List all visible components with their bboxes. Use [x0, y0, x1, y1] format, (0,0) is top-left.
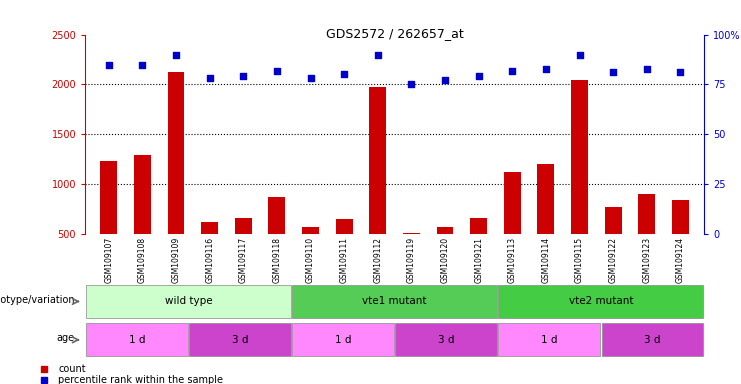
Point — [372, 51, 384, 58]
Point — [204, 75, 216, 81]
Text: GSM109114: GSM109114 — [542, 237, 551, 283]
Text: GSM109122: GSM109122 — [608, 237, 618, 283]
Bar — [100, 161, 117, 234]
Text: percentile rank within the sample: percentile rank within the sample — [59, 375, 223, 384]
Bar — [537, 164, 554, 234]
Bar — [336, 219, 353, 234]
Text: GSM109110: GSM109110 — [306, 237, 315, 283]
Bar — [504, 172, 521, 234]
Text: GSM109109: GSM109109 — [171, 237, 181, 283]
Text: 1 d: 1 d — [541, 335, 557, 345]
Text: GSM109115: GSM109115 — [575, 237, 584, 283]
FancyBboxPatch shape — [602, 323, 703, 356]
Bar — [202, 222, 218, 234]
Point — [405, 81, 417, 88]
Text: 1 d: 1 d — [128, 335, 145, 345]
Text: GSM109118: GSM109118 — [273, 237, 282, 283]
FancyBboxPatch shape — [499, 285, 703, 318]
Text: 1 d: 1 d — [335, 335, 351, 345]
Text: GSM109120: GSM109120 — [440, 237, 450, 283]
Text: GSM109108: GSM109108 — [138, 237, 147, 283]
Text: age: age — [57, 333, 75, 343]
Text: 3 d: 3 d — [644, 335, 661, 345]
Bar — [302, 227, 319, 234]
FancyBboxPatch shape — [292, 323, 394, 356]
Bar — [403, 233, 420, 234]
Text: GSM109113: GSM109113 — [508, 237, 516, 283]
Text: GSM109124: GSM109124 — [676, 237, 685, 283]
Point — [136, 61, 148, 68]
FancyBboxPatch shape — [189, 323, 290, 356]
Bar — [639, 194, 655, 234]
Point — [170, 51, 182, 58]
Point — [338, 71, 350, 78]
Point — [641, 65, 653, 71]
Text: 3 d: 3 d — [438, 335, 454, 345]
FancyBboxPatch shape — [86, 285, 290, 318]
Point — [473, 73, 485, 79]
Bar — [268, 197, 285, 234]
Bar — [605, 207, 622, 234]
FancyBboxPatch shape — [499, 323, 600, 356]
Text: GSM109119: GSM109119 — [407, 237, 416, 283]
Bar — [134, 156, 150, 234]
Text: GSM109117: GSM109117 — [239, 237, 247, 283]
Bar — [571, 81, 588, 234]
Text: genotype/variation: genotype/variation — [0, 295, 75, 305]
Text: GDS2572 / 262657_at: GDS2572 / 262657_at — [326, 27, 463, 40]
Point — [506, 68, 518, 74]
Text: count: count — [59, 364, 86, 374]
Text: 3 d: 3 d — [232, 335, 248, 345]
Point — [574, 51, 585, 58]
FancyBboxPatch shape — [292, 285, 497, 318]
Bar — [369, 88, 386, 234]
Bar — [471, 218, 487, 234]
Bar — [436, 227, 453, 234]
Point — [540, 65, 552, 71]
Text: vte2 mutant: vte2 mutant — [568, 296, 633, 306]
FancyBboxPatch shape — [395, 323, 497, 356]
Text: GSM109123: GSM109123 — [642, 237, 651, 283]
Text: GSM109112: GSM109112 — [373, 237, 382, 283]
FancyBboxPatch shape — [86, 323, 187, 356]
Bar — [235, 218, 252, 234]
Point — [237, 73, 249, 79]
Text: GSM109111: GSM109111 — [339, 237, 349, 283]
Point — [271, 68, 283, 74]
Text: GSM109116: GSM109116 — [205, 237, 214, 283]
Point — [439, 78, 451, 84]
Bar — [167, 71, 185, 234]
Point — [674, 70, 686, 76]
Point — [103, 61, 115, 68]
Bar — [672, 200, 689, 234]
Text: GSM109107: GSM109107 — [104, 237, 113, 283]
Text: GSM109121: GSM109121 — [474, 237, 483, 283]
Point — [305, 75, 316, 81]
Text: vte1 mutant: vte1 mutant — [362, 296, 427, 306]
Text: wild type: wild type — [165, 296, 212, 306]
Point — [607, 70, 619, 76]
